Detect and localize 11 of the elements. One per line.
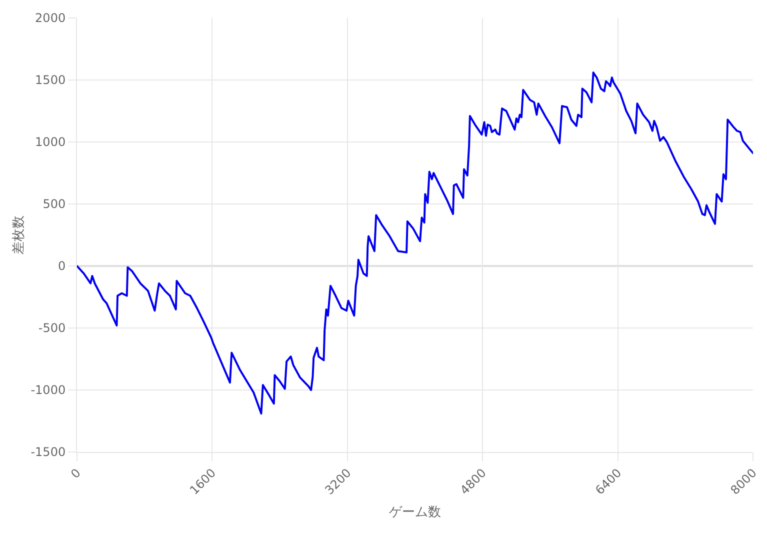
y-tick-label: 2000: [35, 11, 66, 26]
y-tick-label: 0: [58, 259, 66, 274]
y-tick-label: 1500: [35, 73, 66, 88]
x-tick-label: 0: [68, 466, 84, 482]
y-tick-label: -1000: [30, 383, 66, 398]
y-tick-label: -500: [38, 321, 66, 336]
y-tick-label: 1000: [35, 135, 66, 150]
x-axis-title: ゲーム数: [389, 504, 441, 520]
y-tick-label: -1500: [30, 445, 66, 460]
y-axis-title: 差枚数: [12, 216, 27, 254]
y-tick-label: 500: [42, 197, 66, 212]
